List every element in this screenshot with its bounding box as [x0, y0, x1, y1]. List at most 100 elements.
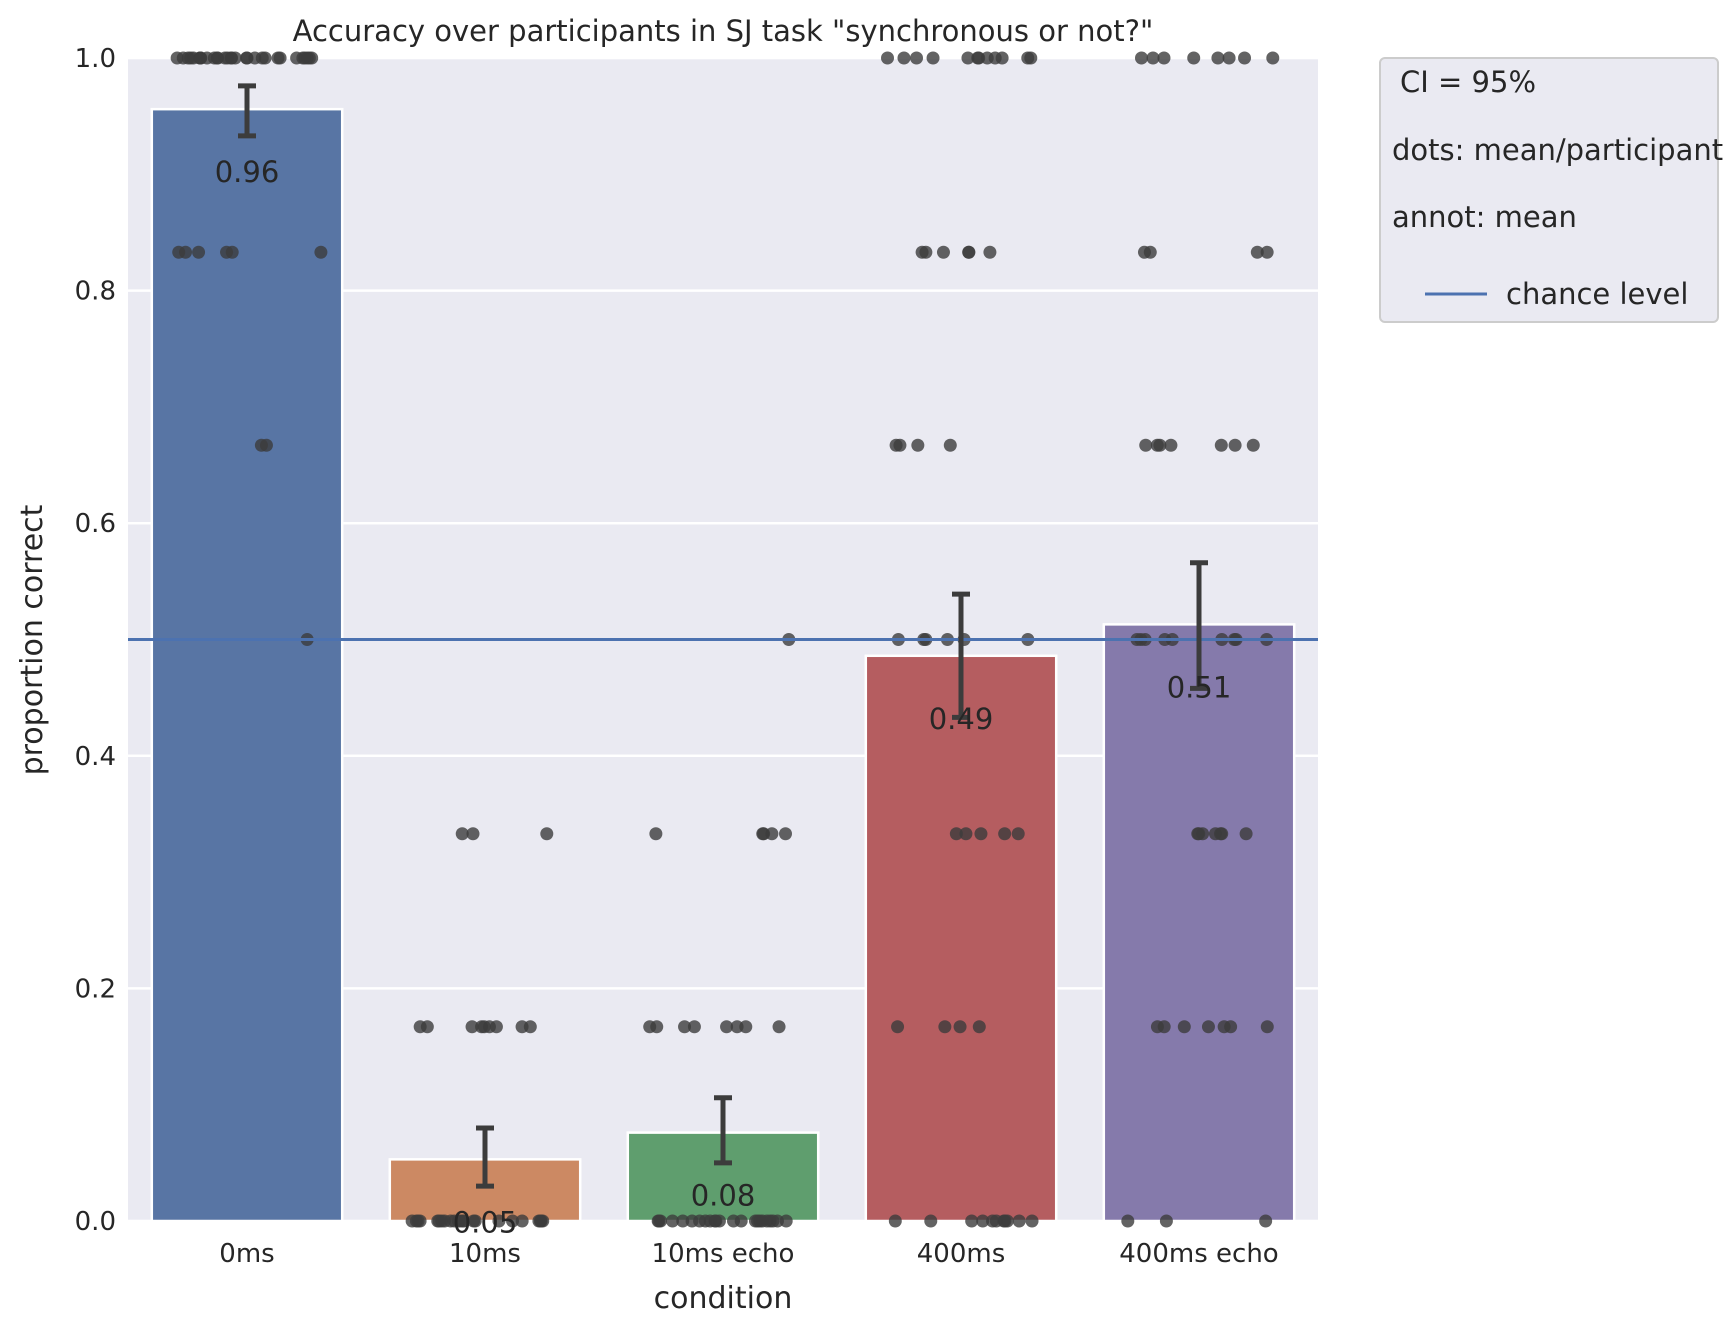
participant-dot: [897, 51, 911, 65]
bar-value-label: 0.05: [453, 1205, 518, 1239]
participant-dot: [1222, 51, 1236, 65]
x-axis-label: condition: [654, 1281, 793, 1316]
participant-dot: [678, 1020, 692, 1034]
participant-dot: [989, 1214, 1003, 1228]
participant-dot: [998, 827, 1012, 841]
participant-dot: [1157, 1020, 1171, 1034]
y-tick-labels: 0.0 0.2 0.4 0.6 0.8 1.0: [75, 44, 116, 1237]
participant-dot: [515, 1020, 529, 1034]
participant-dot: [888, 1214, 902, 1228]
participant-dot: [676, 1214, 690, 1228]
participant-dot: [915, 245, 929, 259]
participant-dot: [910, 51, 924, 65]
participant-dot: [911, 438, 925, 452]
participant-dot: [314, 245, 328, 259]
participant-dot: [465, 1020, 479, 1034]
participant-dot: [1012, 1214, 1026, 1228]
participant-dot: [1011, 827, 1025, 841]
participant-dot: [753, 1214, 767, 1228]
participant-dot: [466, 827, 480, 841]
participant-dot: [447, 1214, 461, 1228]
participant-dot: [959, 827, 973, 841]
bars: [150, 107, 1296, 1223]
participant-dot: [432, 1214, 446, 1228]
participant-dot: [779, 1214, 793, 1228]
participant-dot: [995, 51, 1009, 65]
participant-dot: [1146, 51, 1160, 65]
legend-annot-text: annot: mean: [1392, 200, 1577, 234]
participant-dot: [1259, 1214, 1273, 1228]
bar-value-label: 0.08: [691, 1179, 756, 1213]
participant-dot: [1266, 51, 1280, 65]
bar-value-labels: 0.96 0.05 0.08 0.49 0.51: [215, 155, 1232, 1239]
participant-dot: [228, 51, 242, 65]
y-tick-label: 0.8: [75, 277, 116, 307]
participant-dot: [1211, 51, 1225, 65]
x-tick-label: 10ms: [449, 1239, 521, 1269]
participant-dot: [1177, 1020, 1191, 1034]
participant-dot: [756, 827, 770, 841]
participant-dot: [1121, 1214, 1135, 1228]
participant-dot: [924, 1214, 938, 1228]
y-tick-label: 0.6: [75, 509, 116, 539]
participant-dot: [893, 438, 907, 452]
participant-dot: [971, 51, 985, 65]
participant-dot: [766, 1214, 780, 1228]
legend-chance-label: chance level: [1506, 277, 1688, 311]
bar: [1102, 623, 1296, 1223]
participant-dot: [961, 51, 975, 65]
participant-dot: [938, 1020, 952, 1034]
bar-value-label: 0.51: [1167, 670, 1232, 704]
participant-dot: [1260, 1020, 1274, 1034]
chart-title: Accuracy over participants in SJ task "s…: [293, 14, 1154, 48]
participant-dot: [1159, 1214, 1173, 1228]
participant-dot: [193, 51, 207, 65]
participant-dot: [1025, 1214, 1039, 1228]
participant-dot: [650, 1020, 664, 1034]
participant-dot: [533, 1214, 547, 1228]
participant-dot: [976, 1214, 990, 1228]
participant-dot: [779, 827, 793, 841]
participant-dot: [1214, 438, 1228, 452]
participant-dot: [467, 1214, 481, 1228]
y-tick-label: 1.0: [75, 44, 116, 74]
participant-dot: [1260, 245, 1274, 259]
participant-dot: [965, 1214, 979, 1228]
participant-dot: [974, 827, 988, 841]
participant-dot: [726, 1214, 740, 1228]
error-bars: [238, 83, 1208, 1189]
participant-dot: [254, 438, 268, 452]
participant-dot: [192, 245, 206, 259]
participant-dot: [290, 51, 304, 65]
participant-dot: [413, 1214, 427, 1228]
participant-dot: [962, 245, 976, 259]
x-tick-label: 400ms: [917, 1239, 1006, 1269]
x-tick-label: 10ms echo: [652, 1239, 795, 1269]
participant-dot: [506, 1214, 520, 1228]
participant-dot: [1139, 438, 1153, 452]
participant-dot: [972, 1020, 986, 1034]
participant-dots: [170, 51, 1280, 1228]
bar-value-label: 0.96: [215, 155, 280, 189]
participant-dot: [271, 51, 285, 65]
participant-dot: [1143, 245, 1157, 259]
participant-dot: [1021, 51, 1035, 65]
participant-dot: [953, 1020, 967, 1034]
x-tick-label: 400ms echo: [1119, 1239, 1278, 1269]
participant-dot: [698, 1214, 712, 1228]
y-tick-label: 0.2: [75, 974, 116, 1004]
participant-dot: [1000, 1214, 1014, 1228]
participant-dot: [983, 245, 997, 259]
participant-dot: [1187, 51, 1201, 65]
legend: CI = 95% dots: mean/participant annot: m…: [1379, 57, 1723, 323]
participant-dot: [1224, 1020, 1238, 1034]
participant-dot: [1134, 51, 1148, 65]
participant-dot: [1228, 438, 1242, 452]
participant-dot: [477, 1020, 491, 1034]
participant-dot: [413, 1020, 427, 1034]
participant-dot: [455, 827, 469, 841]
x-tick-labels: 0ms 10ms 10ms echo 400ms 400ms echo: [219, 1239, 1278, 1269]
participant-dot: [649, 827, 663, 841]
participant-dot: [936, 245, 950, 259]
